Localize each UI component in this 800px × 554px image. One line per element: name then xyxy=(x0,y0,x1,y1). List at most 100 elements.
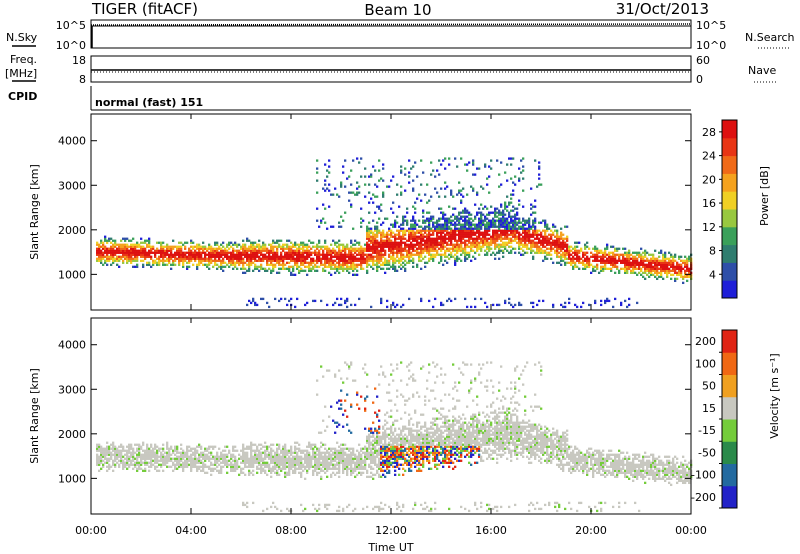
nsky-right-tick-bottom: 10^0 xyxy=(696,39,726,52)
range-gate-cell xyxy=(136,241,139,244)
range-gate-cell xyxy=(178,451,181,454)
range-gate-cell xyxy=(292,471,295,474)
range-gate-cell xyxy=(266,259,269,262)
range-gate-cell xyxy=(314,457,317,460)
range-gate-cell xyxy=(520,239,523,242)
range-gate-cell xyxy=(278,267,281,270)
range-gate-cell xyxy=(260,467,263,470)
range-gate-cell xyxy=(462,237,465,240)
range-gate-cell xyxy=(336,251,339,254)
range-gate-cell xyxy=(510,241,513,244)
range-gate-cell xyxy=(520,243,523,246)
range-gate-cell xyxy=(132,247,135,250)
range-gate-cell xyxy=(390,251,393,254)
range-gate-cell xyxy=(534,241,537,244)
range-gate-cell xyxy=(604,249,607,252)
range-gate-cell xyxy=(464,251,467,254)
range-gate-cell xyxy=(452,235,455,238)
range-gate-cell xyxy=(432,253,435,256)
range-gate-cell xyxy=(412,243,415,246)
y-tick-label: 1000 xyxy=(58,268,86,281)
range-gate-cell xyxy=(398,231,401,234)
range-gate-cell xyxy=(402,255,405,258)
range-gate-cell xyxy=(538,251,541,254)
range-gate-cell xyxy=(502,221,505,224)
range-gate-cell xyxy=(398,261,401,264)
range-gate-cell xyxy=(402,249,405,252)
range-gate-cell xyxy=(616,253,619,256)
range-gate-cell xyxy=(518,245,521,248)
range-gate-cell xyxy=(568,253,571,256)
range-gate-cell xyxy=(326,261,329,264)
range-gate-cell xyxy=(258,457,261,460)
range-gate-cell xyxy=(594,259,597,262)
range-gate-cell xyxy=(482,221,485,224)
range-gate-cell xyxy=(136,265,139,268)
range-gate-cell xyxy=(444,239,447,242)
range-gate-cell xyxy=(120,445,123,448)
range-gate-cell xyxy=(180,459,183,462)
range-gate-cell xyxy=(384,217,387,220)
range-gate-cell xyxy=(392,261,395,264)
range-gate-cell xyxy=(512,233,515,236)
range-gate-cell xyxy=(230,455,233,458)
range-gate-cell xyxy=(632,261,635,264)
range-gate-cell xyxy=(662,265,665,268)
range-gate-cell xyxy=(210,251,213,254)
range-gate-cell xyxy=(360,257,363,260)
range-gate-cell xyxy=(270,447,273,450)
range-gate-cell xyxy=(336,257,339,260)
range-gate-cell xyxy=(320,477,323,480)
range-gate-cell xyxy=(670,261,673,264)
range-gate-cell xyxy=(618,257,621,260)
range-gate-cell xyxy=(376,221,379,224)
range-gate-cell xyxy=(156,261,159,264)
range-gate-cell xyxy=(278,271,281,274)
range-gate-cell xyxy=(160,249,163,252)
range-gate-cell xyxy=(108,447,111,450)
range-gate-cell xyxy=(136,467,139,470)
range-gate-cell xyxy=(464,239,467,242)
range-gate-cell xyxy=(274,471,277,474)
range-gate-cell xyxy=(436,169,439,172)
range-gate-cell xyxy=(122,251,125,254)
colorbar-swatch xyxy=(722,280,737,299)
range-gate-cell xyxy=(428,199,431,202)
range-gate-cell xyxy=(302,469,305,472)
range-gate-cell xyxy=(380,241,383,244)
range-gate-cell xyxy=(424,229,427,232)
range-gate-cell xyxy=(178,465,181,468)
range-gate-cell xyxy=(510,237,513,240)
range-gate-cell xyxy=(138,449,141,452)
range-gate-cell xyxy=(428,247,431,250)
range-gate-cell xyxy=(182,253,185,256)
range-gate-cell xyxy=(614,253,617,256)
range-gate-cell xyxy=(156,241,159,244)
range-gate-cell xyxy=(608,259,611,262)
range-gate-cell xyxy=(400,191,403,194)
range-gate-cell xyxy=(546,225,549,228)
range-gate-cell xyxy=(190,457,193,460)
range-gate-cell xyxy=(514,247,517,250)
range-gate-cell xyxy=(448,237,451,240)
range-gate-cell xyxy=(672,259,675,262)
range-gate-cell xyxy=(242,253,245,256)
range-gate-cell xyxy=(416,243,419,246)
range-gate-cell xyxy=(512,223,515,226)
range-gate-cell xyxy=(156,461,159,464)
range-gate-cell xyxy=(234,445,237,448)
range-gate-cell xyxy=(320,263,323,266)
range-gate-cell xyxy=(368,201,371,204)
range-gate-cell xyxy=(238,243,241,246)
range-gate-cell xyxy=(358,251,361,254)
range-gate-cell xyxy=(196,465,199,468)
range-gate-cell xyxy=(596,267,599,270)
range-gate-cell xyxy=(588,261,591,264)
range-gate-cell xyxy=(510,201,513,204)
range-gate-cell xyxy=(452,247,455,250)
range-gate-cell xyxy=(236,253,239,256)
range-gate-cell xyxy=(272,461,275,464)
range-gate-cell xyxy=(112,463,115,466)
range-gate-cell xyxy=(288,461,291,464)
range-gate-cell xyxy=(312,251,315,254)
